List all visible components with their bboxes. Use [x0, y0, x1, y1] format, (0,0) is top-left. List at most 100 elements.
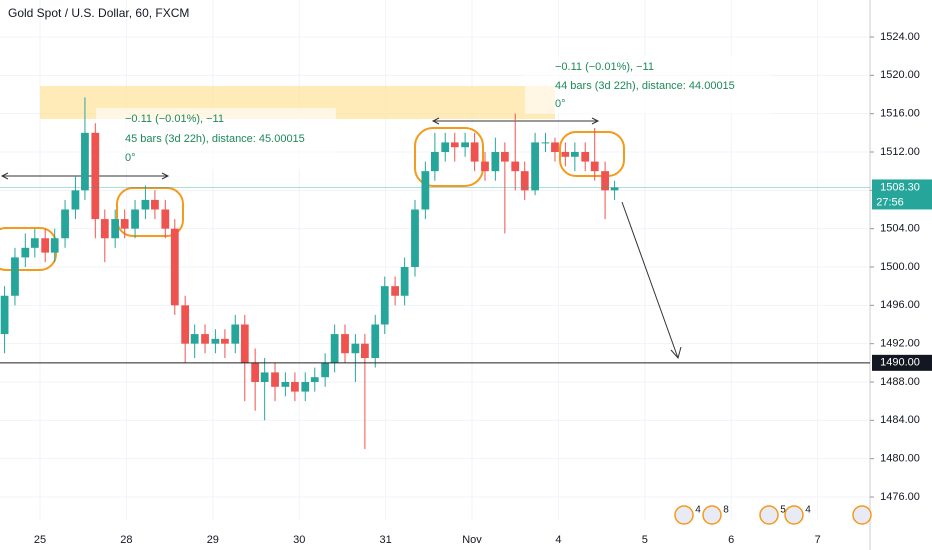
measure-bars: 45 bars (3d 22h), distance: 45.00015 [125, 133, 305, 145]
candle-body [251, 362, 260, 382]
candle-body [470, 142, 479, 162]
measure-label: −0.11 (−0.01%), −11 44 bars (3d 22h), di… [525, 56, 770, 114]
candle-body [240, 324, 249, 363]
event-count: 5 [780, 505, 786, 516]
candle-body [291, 381, 299, 392]
candle-body [541, 142, 550, 144]
candle-body [421, 171, 430, 210]
x-tick-label: 5 [642, 534, 648, 546]
candle-body [41, 238, 50, 253]
candle-body [141, 199, 150, 210]
event-icon [784, 505, 804, 525]
candle-body [551, 142, 559, 152]
candle-body [561, 151, 570, 157]
candle-body [21, 247, 30, 258]
candle-body [441, 142, 450, 152]
candle-body [310, 377, 319, 382]
candle-body [91, 132, 100, 220]
measure-label: −0.11 (−0.01%), −11 45 bars (3d 22h), di… [96, 108, 336, 170]
candle-body [120, 219, 129, 229]
candle-body [201, 334, 209, 344]
candle-body [481, 161, 489, 172]
x-tick-label: 30 [293, 534, 305, 546]
y-tick-label: 1524.00 [880, 31, 920, 43]
candle-body [260, 372, 269, 382]
candle-body [610, 187, 619, 191]
candle-body [330, 334, 339, 363]
candle-body [151, 199, 159, 210]
y-tick-label: 1504.00 [880, 223, 920, 235]
candle-body [301, 381, 310, 392]
candle-body [461, 142, 469, 148]
event-icon [702, 505, 722, 525]
y-tick-label: 1516.00 [880, 108, 920, 120]
candle-body [190, 334, 199, 344]
x-tick-label: 4 [555, 534, 561, 546]
event-count: 4 [805, 505, 811, 516]
candle-body [430, 151, 439, 172]
candle-body [531, 142, 539, 191]
y-tick-label: 1476.00 [880, 491, 920, 503]
candle-body [50, 238, 59, 253]
y-tick-label: 1500.00 [880, 261, 920, 273]
last-price-box [872, 179, 932, 210]
price-line-box [872, 354, 932, 371]
candle-body [61, 209, 69, 239]
candle-body [221, 338, 229, 344]
event-count: 8 [723, 505, 729, 516]
candle-body [590, 161, 599, 172]
y-tick-label: 1484.00 [880, 414, 920, 426]
measure-angle: 0° [555, 98, 566, 110]
y-tick-label: 1520.00 [880, 69, 920, 81]
last-price-label: 1508.30 [880, 181, 920, 193]
candle-body [100, 219, 109, 239]
candle-body [511, 161, 520, 172]
chart-title: Gold Spot / U.S. Dollar, 60, FXCM [8, 6, 189, 20]
measure-bars: 44 bars (3d 22h), distance: 44.00015 [555, 80, 735, 92]
candle-body [281, 381, 290, 387]
candle-body [380, 286, 389, 325]
event-icon [674, 505, 694, 525]
measure-arrows [0, 117, 682, 360]
y-tick-label: 1492.00 [880, 338, 920, 350]
event-icon [759, 505, 779, 525]
x-tick-label: 7 [815, 534, 821, 546]
x-tick-label: 6 [728, 534, 734, 546]
candle-body [271, 372, 279, 387]
x-tick-label: 25 [34, 534, 46, 546]
y-tick-label: 1488.00 [880, 376, 920, 388]
measure-change: −0.11 (−0.01%), −11 [125, 113, 224, 125]
candle-body [500, 151, 509, 162]
candle-body [0, 295, 9, 335]
candle-body [231, 324, 240, 344]
countdown-label: 27:56 [876, 196, 904, 208]
candle-body [211, 338, 220, 344]
candle-body [391, 286, 400, 296]
x-tick-label: 31 [379, 534, 391, 546]
y-tick-label: 1496.00 [880, 299, 920, 311]
candle-body [371, 324, 380, 359]
candle-body [450, 142, 459, 148]
event-count: 4 [695, 505, 701, 516]
x-tick-label: 29 [207, 534, 219, 546]
candle-body [341, 334, 349, 354]
candle-body [491, 151, 500, 172]
candle-body [111, 219, 120, 239]
candle-body [360, 343, 369, 359]
candle-body [170, 228, 179, 306]
y-tick-label: 1480.00 [880, 453, 920, 465]
candle-body [601, 171, 609, 191]
candle-body [400, 266, 409, 296]
y-tick-label: 1512.00 [880, 146, 920, 158]
candle-body [161, 209, 170, 229]
candle-body [570, 151, 579, 157]
x-tick-label: Nov [462, 534, 482, 546]
x-tick-label: 28 [120, 534, 132, 546]
event-icon [852, 505, 872, 525]
candle-body [321, 362, 330, 378]
candle-body [11, 257, 19, 296]
candle-body [581, 151, 590, 162]
measure-angle: 0° [125, 152, 136, 164]
candle-body [411, 209, 419, 267]
